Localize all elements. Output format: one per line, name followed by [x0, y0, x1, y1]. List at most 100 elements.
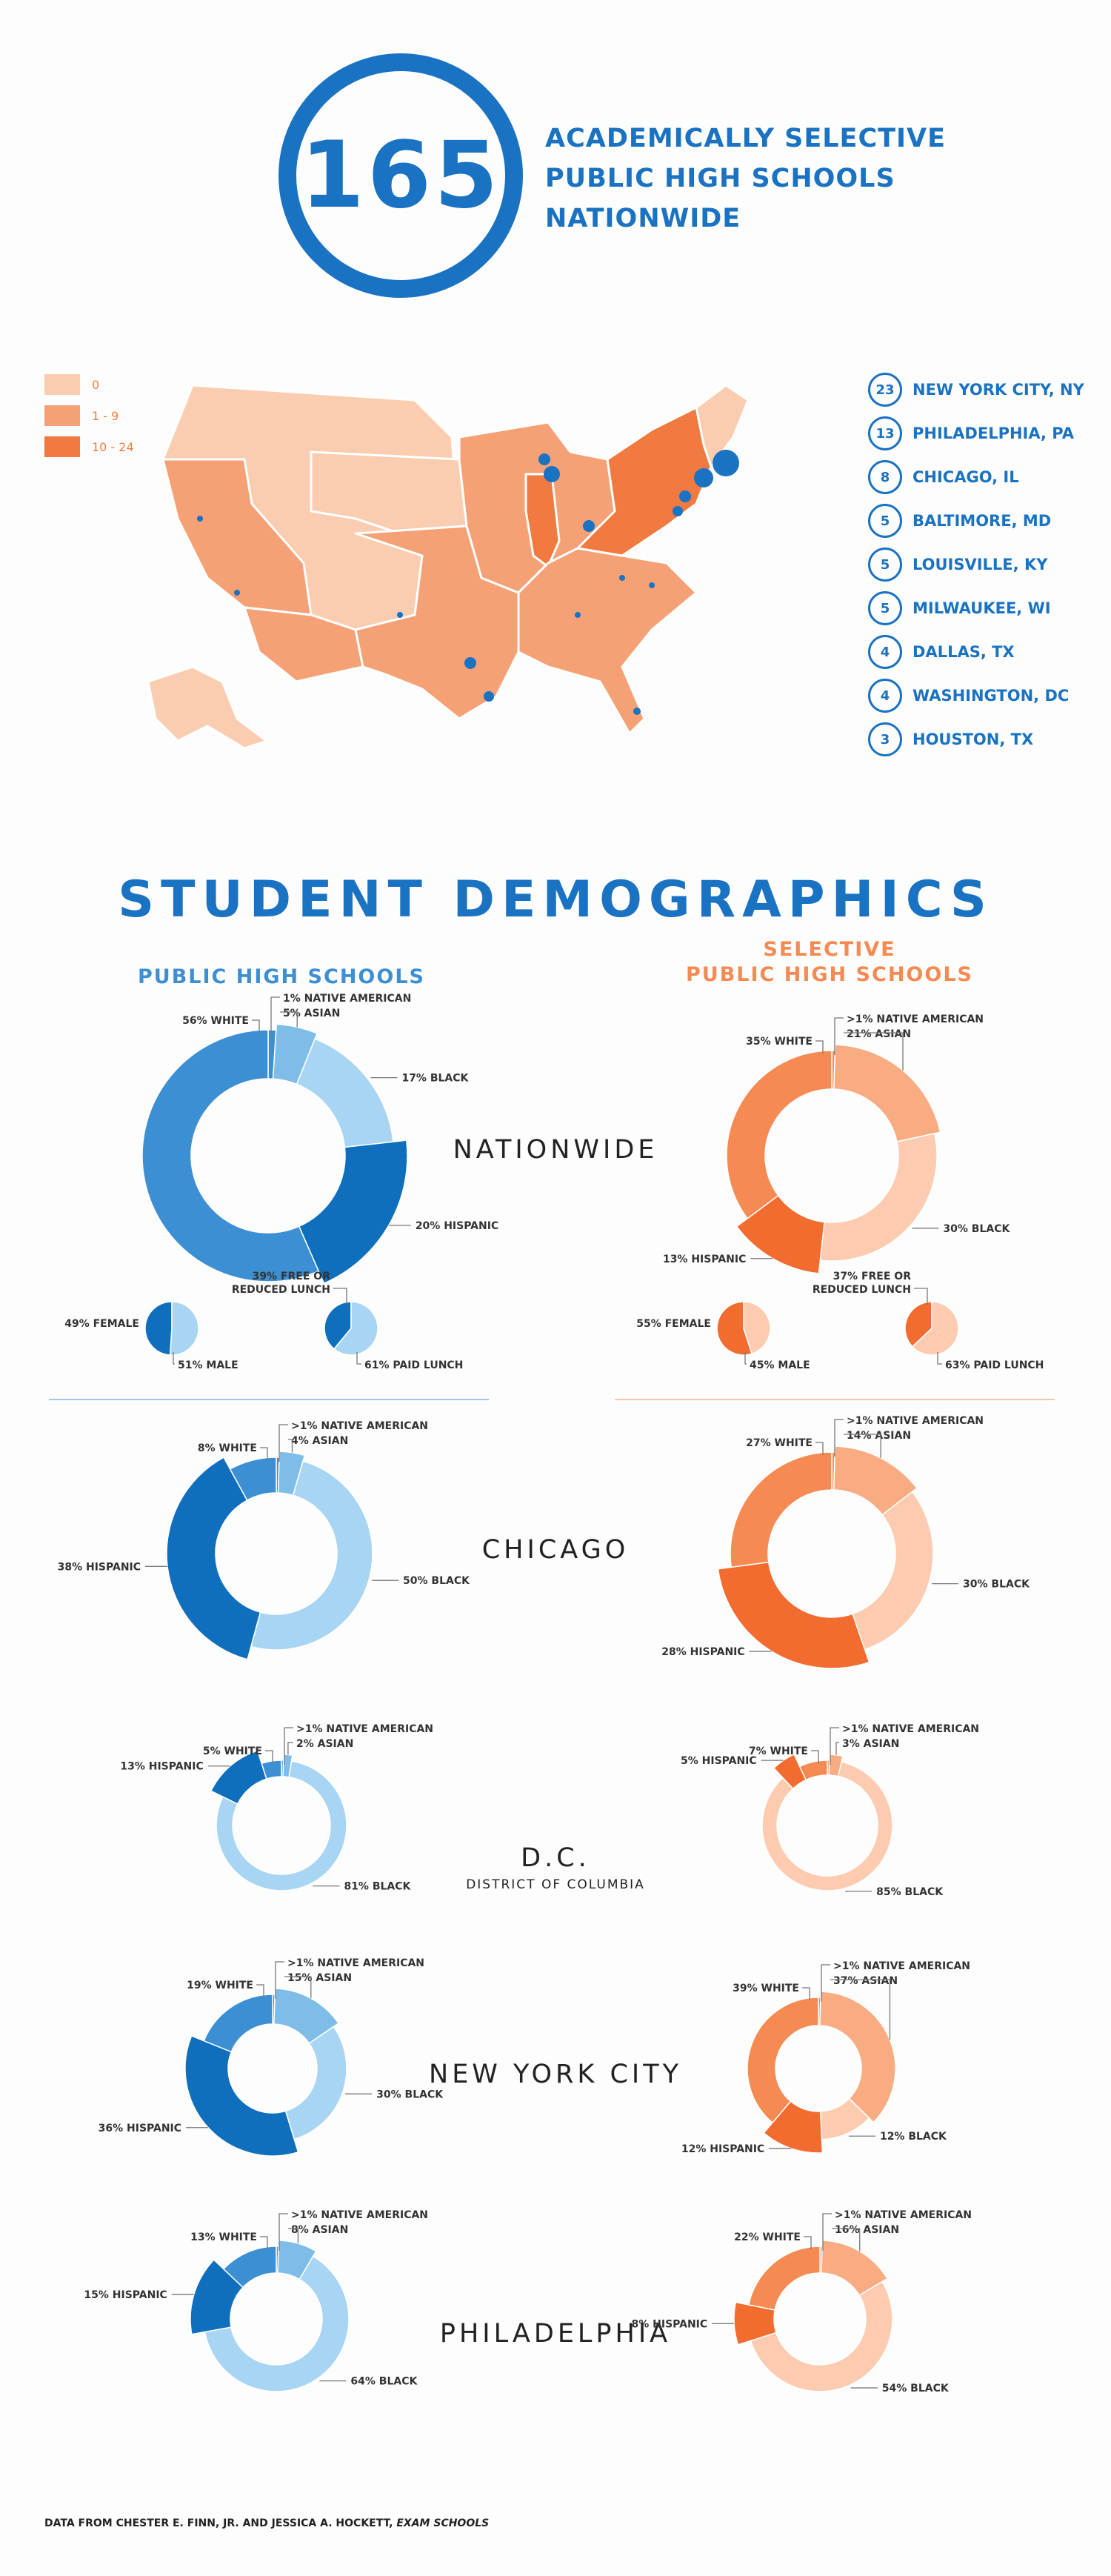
donut-slice — [761, 1761, 893, 1891]
pie-slice — [904, 1301, 932, 1348]
slice-label-black: 50% BLACK — [403, 1575, 470, 1587]
map-dot-new-york — [713, 450, 739, 476]
source-note: DATA FROM CHESTER E. FINN, JR. AND JESSI… — [44, 2517, 489, 2529]
city-item: 5 LOUISVILLE, KY — [868, 548, 1047, 582]
city-name: MILWAUKEE, WI — [913, 599, 1051, 617]
leader-line — [260, 1447, 268, 1460]
slice-label-white: 8% WHITE — [198, 1442, 257, 1454]
donut-slice — [203, 1994, 273, 2053]
legend-swatch — [44, 374, 80, 395]
leader-line — [252, 1019, 260, 1033]
city-name: LOUISVILLE, KY — [913, 556, 1048, 573]
pie-slice — [144, 1301, 173, 1356]
map-dot-small — [234, 590, 240, 596]
source-title: EXAM SCHOOLS — [396, 2517, 490, 2529]
legend-item: 10 - 24 — [44, 431, 134, 462]
city-name: DALLAS, TX — [913, 643, 1015, 661]
slice-label-black: 30% BLACK — [963, 1579, 1030, 1591]
leader-line — [284, 1976, 312, 1999]
donut-slice — [298, 1139, 408, 1285]
slice-label-hispanic: 13% HISPANIC — [663, 1254, 746, 1265]
legend-label: 1 - 9 — [92, 408, 119, 423]
leader-line — [270, 996, 280, 1034]
slice-label-native: >1% NATIVE AMERICAN — [842, 1723, 979, 1735]
map-dot-small — [575, 612, 581, 618]
leader-line — [834, 1017, 844, 1055]
leader-line — [844, 1434, 881, 1458]
donut-slice — [819, 1133, 938, 1262]
hero-line-3: NATIONWIDE — [545, 204, 741, 233]
donut-slice — [747, 1997, 819, 2124]
leader-line — [802, 1987, 810, 2000]
city-item: 4 DALLAS, TX — [868, 635, 1015, 669]
pie-slice — [324, 1301, 352, 1350]
slice-label-hispanic: 8% HISPANIC — [632, 2318, 708, 2330]
city-count: 23 — [868, 373, 902, 407]
city-name: CHICAGO, IL — [913, 468, 1019, 486]
city-item: 5 MILWAUKEE, WI — [868, 591, 1051, 625]
pie-title-line: 37% FREE OR — [833, 1271, 912, 1282]
donut-slice — [229, 1457, 277, 1502]
donut-slice — [277, 2240, 317, 2280]
pie-title-line: 39% FREE OR — [253, 1271, 331, 1282]
slice-label-asian: 5% ASIAN — [283, 1008, 340, 1019]
pie-label: 61% PAID LUNCH — [364, 1359, 463, 1371]
divider-selective — [615, 1399, 1055, 1400]
leader-line — [937, 1352, 942, 1365]
slice-label-asian: 4% ASIAN — [291, 1435, 348, 1447]
donut-slice — [763, 2100, 824, 2154]
slice-label-native: >1% NATIVE AMERICAN — [833, 1960, 970, 1972]
leader-line — [278, 2213, 288, 2251]
leader-line — [815, 1442, 824, 1455]
slice-label-asian: 14% ASIAN — [847, 1430, 911, 1442]
pie-label: 63% PAID LUNCH — [945, 1359, 1044, 1371]
donut-slice — [250, 1460, 373, 1651]
map-dot-baltimore — [679, 490, 691, 502]
slice-label-black: 12% BLACK — [880, 2131, 947, 2143]
section-title: STUDENT DEMOGRAPHICS — [118, 871, 993, 929]
region-label-dc: D.C. DISTRICT OF COLUMBIA — [415, 1843, 696, 1892]
leader-line — [173, 1352, 175, 1365]
source-text: DATA FROM CHESTER E. FINN, JR. AND JESSI… — [44, 2517, 397, 2529]
slice-label-black: 64% BLACK — [350, 2376, 418, 2388]
leader-line — [815, 1040, 824, 1054]
donut-slice — [730, 1451, 833, 1568]
map-dot-chicago — [544, 466, 560, 482]
leader-line — [834, 1419, 844, 1457]
donut-slice — [272, 1023, 318, 1085]
map-legend: 0 1 - 9 10 - 24 — [44, 369, 134, 462]
leader-line — [265, 1750, 273, 1763]
slice-label-asian: 37% ASIAN — [833, 1975, 898, 1987]
slice-label-hispanic: 12% HISPANIC — [681, 2143, 764, 2155]
city-count: 4 — [868, 679, 902, 713]
city-item: 8 CHICAGO, IL — [868, 460, 1019, 494]
legend-swatch — [44, 405, 80, 426]
pie-title-line: REDUCED LUNCH — [232, 1284, 330, 1296]
city-count: 4 — [868, 635, 902, 669]
legend-swatch — [44, 436, 80, 457]
leader-line — [844, 1032, 904, 1071]
legend-label: 10 - 24 — [92, 439, 134, 454]
city-name: NEW YORK CITY, NY — [913, 381, 1084, 399]
slice-label-native: >1% NATIVE AMERICAN — [296, 1723, 433, 1735]
city-count: 5 — [868, 504, 902, 538]
donut-slice — [184, 2034, 299, 2157]
map-dot-small — [197, 516, 203, 522]
legend-item: 0 — [44, 369, 134, 400]
slice-label-white: 19% WHITE — [187, 1980, 253, 1991]
slice-label-hispanic: 28% HISPANIC — [661, 1646, 744, 1658]
leader-line — [287, 1742, 293, 1755]
region-dc-title: D.C. — [521, 1843, 590, 1873]
map-dot-small — [633, 708, 641, 715]
map-dot-small — [649, 582, 655, 588]
slice-label-hispanic: 15% HISPANIC — [84, 2289, 167, 2301]
slice-label-white: 39% WHITE — [733, 1983, 799, 1994]
donut-slice — [733, 2301, 777, 2346]
leader-line — [280, 1011, 298, 1028]
slice-label-black: 30% BLACK — [376, 2089, 444, 2100]
leader-line — [333, 1288, 347, 1305]
public-column-heading: PUBLIC HIGH SCHOOLS — [138, 965, 425, 988]
leader-line — [278, 1424, 288, 1462]
donut-slice — [296, 1038, 394, 1148]
